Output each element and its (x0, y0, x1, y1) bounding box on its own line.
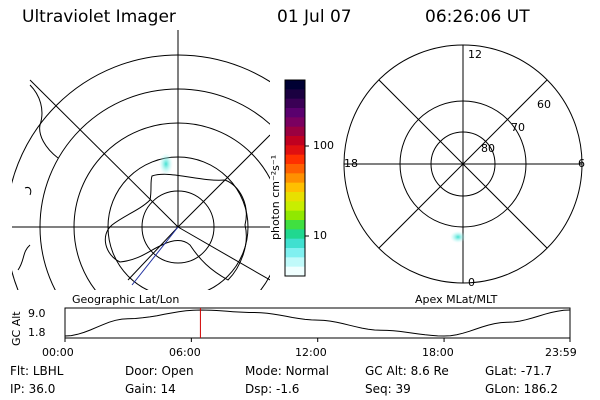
timeline-xtick: 18:00 (422, 346, 454, 359)
colorbar-segment (285, 182, 305, 193)
timeline-ylabel: GC Alt (10, 311, 23, 346)
colorbar-segment (285, 126, 305, 137)
spacecraft-track (131, 226, 179, 286)
colorbar-segment (285, 108, 305, 118)
mlt-label-6: 6 (578, 157, 585, 170)
colorbar-tick-label: 100 (313, 139, 334, 152)
mlt-line (378, 79, 548, 249)
status-gain: Gain: 14 (125, 382, 176, 396)
colorbar-segment (285, 173, 305, 184)
colorbar-unit-label: photon cm⁻²s⁻¹ (269, 154, 282, 240)
mlat-label-60: 60 (537, 98, 551, 111)
apex-caption: Apex MLat/MLT (415, 293, 498, 306)
status-dsp: Dsp: -1.6 (245, 382, 300, 396)
colorbar-segment (285, 201, 305, 212)
latitude-circle (73, 122, 270, 290)
antarctica-coastline (104, 173, 247, 281)
colorbar-segment (285, 145, 305, 156)
geographic-caption: Geographic Lat/Lon (72, 293, 180, 306)
timeline-xtick: 00:00 (42, 346, 74, 359)
altitude-timeline (64, 307, 571, 342)
colorbar-segment (285, 89, 305, 100)
aurora-emission (159, 153, 173, 175)
colorbar-segment (285, 136, 305, 146)
colorbar-segment (285, 154, 305, 165)
mlat-label-70: 70 (511, 121, 525, 134)
timeline-ytick: 9.0 (28, 307, 46, 320)
header-date: 01 Jul 07 (277, 7, 352, 27)
colorbar-segment (285, 220, 305, 230)
geographic-map (12, 30, 270, 290)
latitude-circle (12, 54, 270, 290)
status-glat: GLat: -71.7 (485, 364, 552, 378)
colorbar (284, 79, 309, 277)
coastline (29, 84, 59, 159)
colorbar-segment (285, 229, 305, 240)
meridian-line (177, 226, 270, 281)
timeline-frame (64, 307, 571, 339)
timeline-xtick: 12:00 (295, 346, 327, 359)
coastline (17, 244, 31, 271)
colorbar-segment (285, 248, 305, 258)
mlt-label-18: 18 (344, 157, 358, 170)
status-mode: Mode: Normal (245, 364, 329, 378)
colorbar-segment (285, 257, 305, 268)
status-ip: IP: 36.0 (10, 382, 56, 396)
coastline (24, 187, 32, 196)
colorbar-segment (285, 192, 305, 202)
status-gc-alt: GC Alt: 8.6 Re (365, 364, 449, 378)
status-seq: Seq: 39 (365, 382, 411, 396)
status-door: Door: Open (125, 364, 194, 378)
altitude-series (64, 309, 571, 337)
mlat-label-80: 80 (481, 142, 495, 155)
colorbar-segment (285, 238, 305, 249)
status-glon: GLon: 186.2 (485, 382, 558, 396)
colorbar-segment (285, 98, 305, 109)
header-time: 06:26:06 UT (425, 7, 530, 27)
colorbar-frame (284, 79, 306, 277)
timeline-ytick: 1.8 (28, 326, 46, 339)
colorbar-segment (285, 117, 305, 128)
meridian-line (29, 79, 179, 228)
polar-mlt-plot (343, 44, 583, 284)
mlt-label-0: 0 (468, 276, 475, 289)
timeline-xtick: 23:59 (545, 346, 577, 359)
colorbar-segment (285, 164, 305, 174)
colorbar-segment (285, 210, 305, 221)
meridian-line (177, 134, 270, 228)
colorbar-segment (285, 80, 305, 90)
aurora-emission (450, 231, 466, 243)
meridian-line (127, 226, 179, 281)
status-filter: Flt: LBHL (10, 364, 64, 378)
timeline-xtick: 06:00 (169, 346, 201, 359)
colorbar-segment (285, 266, 305, 277)
mlt-label-12: 12 (468, 48, 482, 61)
app-title: Ultraviolet Imager (22, 7, 176, 27)
colorbar-tick-label: 10 (313, 229, 327, 242)
